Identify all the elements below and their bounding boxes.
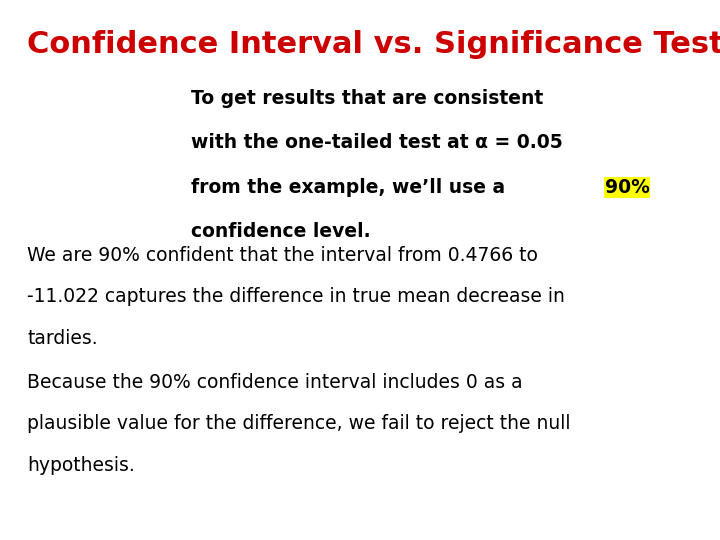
Text: -11.022 captures the difference in true mean decrease in: -11.022 captures the difference in true … bbox=[27, 287, 565, 306]
Text: We are 90% confident that the interval from 0.4766 to: We are 90% confident that the interval f… bbox=[27, 246, 539, 265]
Text: Confidence Interval vs. Significance Test: Confidence Interval vs. Significance Tes… bbox=[27, 30, 720, 59]
Text: confidence level.: confidence level. bbox=[191, 222, 370, 241]
Text: 90%: 90% bbox=[605, 178, 649, 197]
Text: plausible value for the difference, we fail to reject the null: plausible value for the difference, we f… bbox=[27, 414, 571, 433]
Text: hypothesis.: hypothesis. bbox=[27, 456, 135, 475]
Text: tardies.: tardies. bbox=[27, 329, 98, 348]
Text: from the example, we’ll use a: from the example, we’ll use a bbox=[191, 178, 511, 197]
Text: To get results that are consistent: To get results that are consistent bbox=[191, 89, 543, 108]
Text: Because the 90% confidence interval includes 0 as a: Because the 90% confidence interval incl… bbox=[27, 373, 523, 392]
Text: with the one-tailed test at α = 0.05: with the one-tailed test at α = 0.05 bbox=[191, 133, 562, 152]
